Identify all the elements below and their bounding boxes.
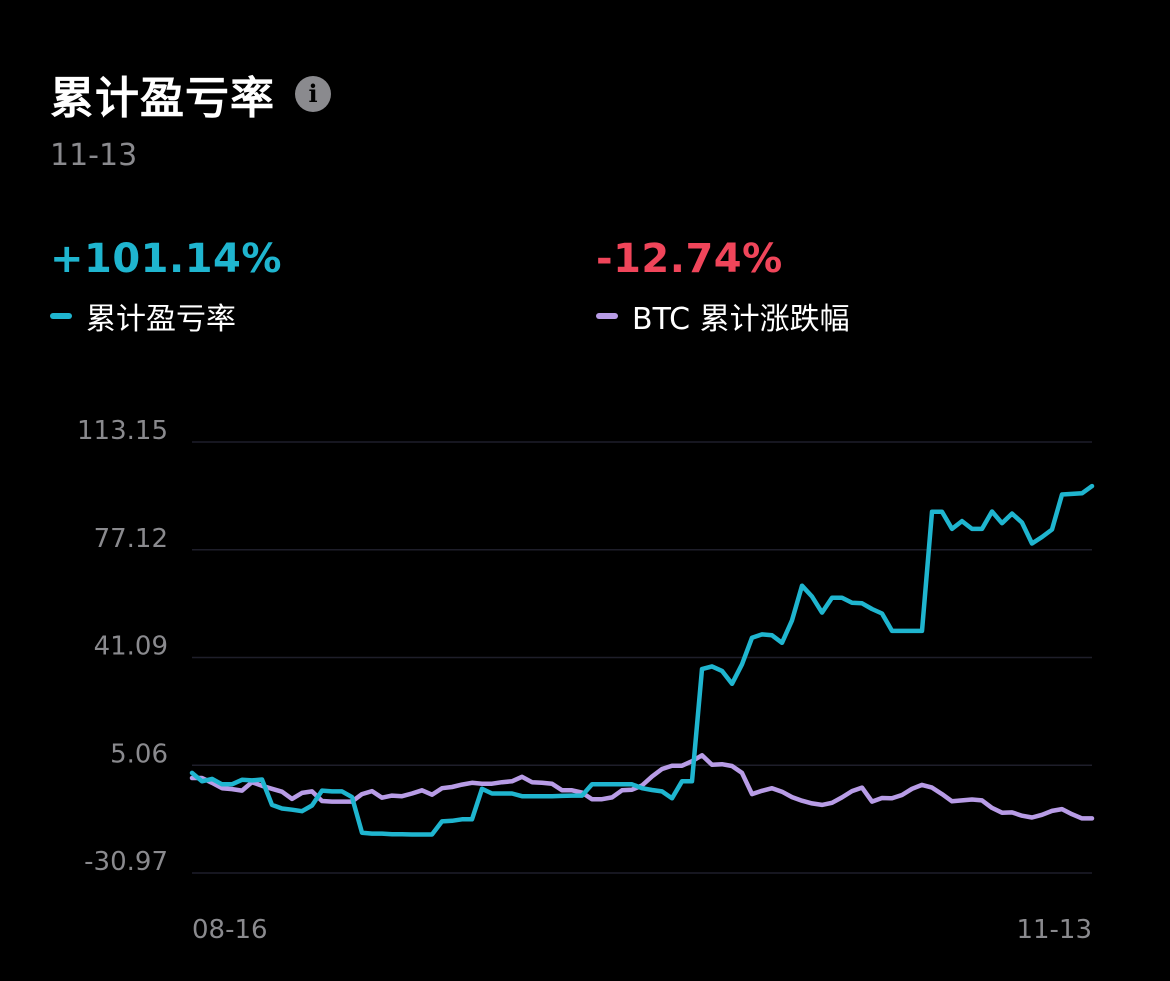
y-tick-label: 5.06 (110, 739, 168, 769)
series-line-btc (189, 753, 1095, 821)
legend-swatch-pnl (50, 313, 72, 319)
y-tick-label: 77.12 (94, 524, 168, 554)
y-axis-labels: 113.15 77.12 41.09 5.06 -30.97 (77, 416, 168, 877)
legend-item-pnl[interactable]: 累计盈亏率 (50, 294, 282, 338)
y-tick-label: -30.97 (84, 847, 168, 877)
y-tick-label: 113.15 (77, 416, 168, 446)
x-tick-label: 08-16 (192, 915, 268, 945)
stat-cumulative-pnl: +101.14% 累计盈亏率 (50, 236, 282, 338)
series-line-cumulative-pnl (189, 483, 1095, 837)
x-tick-label: 11-13 (1016, 915, 1092, 945)
page-title: 累计盈亏率 (50, 73, 275, 124)
stat-value-btc: -12.74% (596, 236, 783, 282)
chart-grid (192, 441, 1092, 874)
title-row: 累计盈亏率 i (50, 62, 331, 126)
y-tick-label: 41.09 (94, 632, 168, 662)
info-icon[interactable]: i (295, 76, 331, 112)
date-label: 11-13 (50, 138, 138, 173)
x-axis-labels: 08-16 11-13 (192, 915, 1092, 945)
stat-value-pnl: +101.14% (50, 236, 282, 282)
legend-label-btc: BTC 累计涨跌幅 (632, 302, 850, 337)
legend-item-btc[interactable]: BTC 累计涨跌幅 (596, 294, 850, 338)
stat-btc-change: -12.74% BTC 累计涨跌幅 (596, 236, 850, 338)
legend-swatch-btc (596, 313, 618, 319)
chart-series (189, 483, 1095, 837)
legend-label-pnl: 累计盈亏率 (86, 302, 236, 337)
